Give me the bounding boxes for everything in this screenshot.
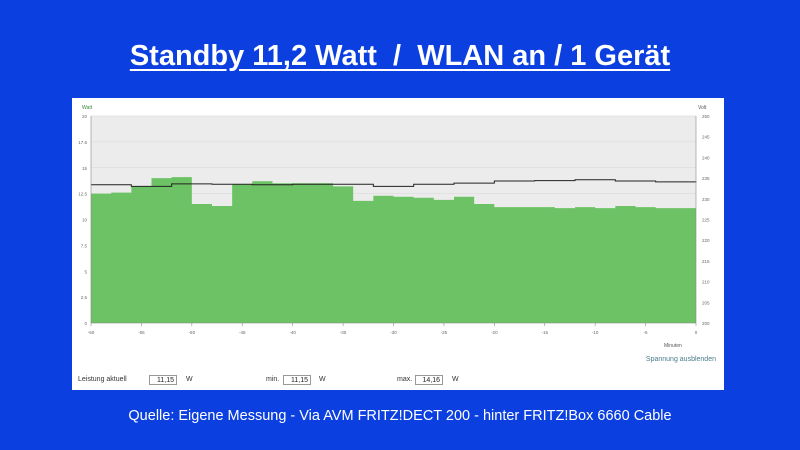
y-right-tick-label: 225 (702, 218, 710, 223)
y-right-tick-label: 220 (702, 238, 710, 243)
min-power-label: min. (266, 376, 280, 383)
x-tick-label: 0 (695, 330, 698, 335)
x-tick-label: -50 (189, 330, 196, 335)
max-power-field[interactable]: 14,16 (415, 375, 443, 385)
y-right-tick-label: 245 (702, 135, 710, 140)
source-caption: Quelle: Eigene Messung - Via AVM FRITZ!D… (128, 408, 672, 424)
x-unit-label: Minuten (664, 343, 682, 349)
x-tick-label: -10 (592, 330, 599, 335)
x-tick-label: -25 (441, 330, 448, 335)
y-right-tick-label: 215 (702, 259, 710, 264)
x-tick-label: -5 (644, 330, 648, 335)
y-left-tick-label: 2.5 (81, 295, 88, 300)
chart-panel: 20 17.5 15 12.5 10 7.5 5 2.5 0 250 245 240 235 230 225… (72, 98, 724, 390)
y-left-tick-label: 7.5 (81, 243, 88, 248)
power-voltage-chart: 20 17.5 15 12.5 10 7.5 5 2.5 0 250 245 240 235 230 225… (78, 114, 710, 335)
x-tick-label: -40 (289, 330, 296, 335)
y-left-tick-label: 5 (84, 269, 87, 274)
min-power-field[interactable]: 11,15 (283, 375, 311, 385)
x-tick-label: -20 (491, 330, 498, 335)
y-right-tick-label: 230 (702, 197, 710, 202)
y-right-tick-label: 200 (702, 321, 710, 326)
x-tick-label: -30 (390, 330, 397, 335)
x-tick-label: -45 (239, 330, 246, 335)
x-tick-label: -60 (88, 330, 95, 335)
voltage-line-series (91, 179, 697, 187)
y-right-tick-label: 205 (702, 300, 710, 305)
y-left-tick-label: 17.5 (78, 140, 87, 145)
max-power-label: max. (397, 376, 413, 383)
y-right-tick-label: 235 (702, 176, 710, 181)
y-left-tick-label: 15 (82, 166, 88, 171)
power-area-series (91, 177, 696, 323)
x-tick-label: -55 (138, 330, 145, 335)
y-left-tick-label: 0 (84, 321, 87, 326)
hide-voltage-link[interactable]: Spannung ausblenden (645, 356, 716, 363)
max-power-unit: W (452, 376, 459, 383)
min-power-unit: W (319, 376, 326, 383)
current-power-label: Leistung aktuell (78, 376, 127, 383)
y-left-tick-label: 12.5 (78, 192, 87, 197)
y-right-tick-label: 250 (702, 114, 710, 119)
current-power-unit: W (186, 376, 193, 383)
y-right-tick-label: 210 (702, 280, 710, 285)
x-tick-label: -15 (541, 330, 548, 335)
current-power-field[interactable]: 11,15 (149, 375, 177, 385)
y-left-tick-label: 20 (82, 114, 88, 119)
x-tick-label: -35 (340, 330, 347, 335)
right-axis-label: Volt (698, 105, 707, 111)
slide-title: Standby 11,2 Watt / WLAN an / 1 Gerät (129, 40, 671, 72)
y-right-tick-label: 240 (702, 155, 710, 160)
y-left-tick-label: 10 (82, 218, 88, 223)
left-axis-label: Watt (82, 105, 93, 111)
